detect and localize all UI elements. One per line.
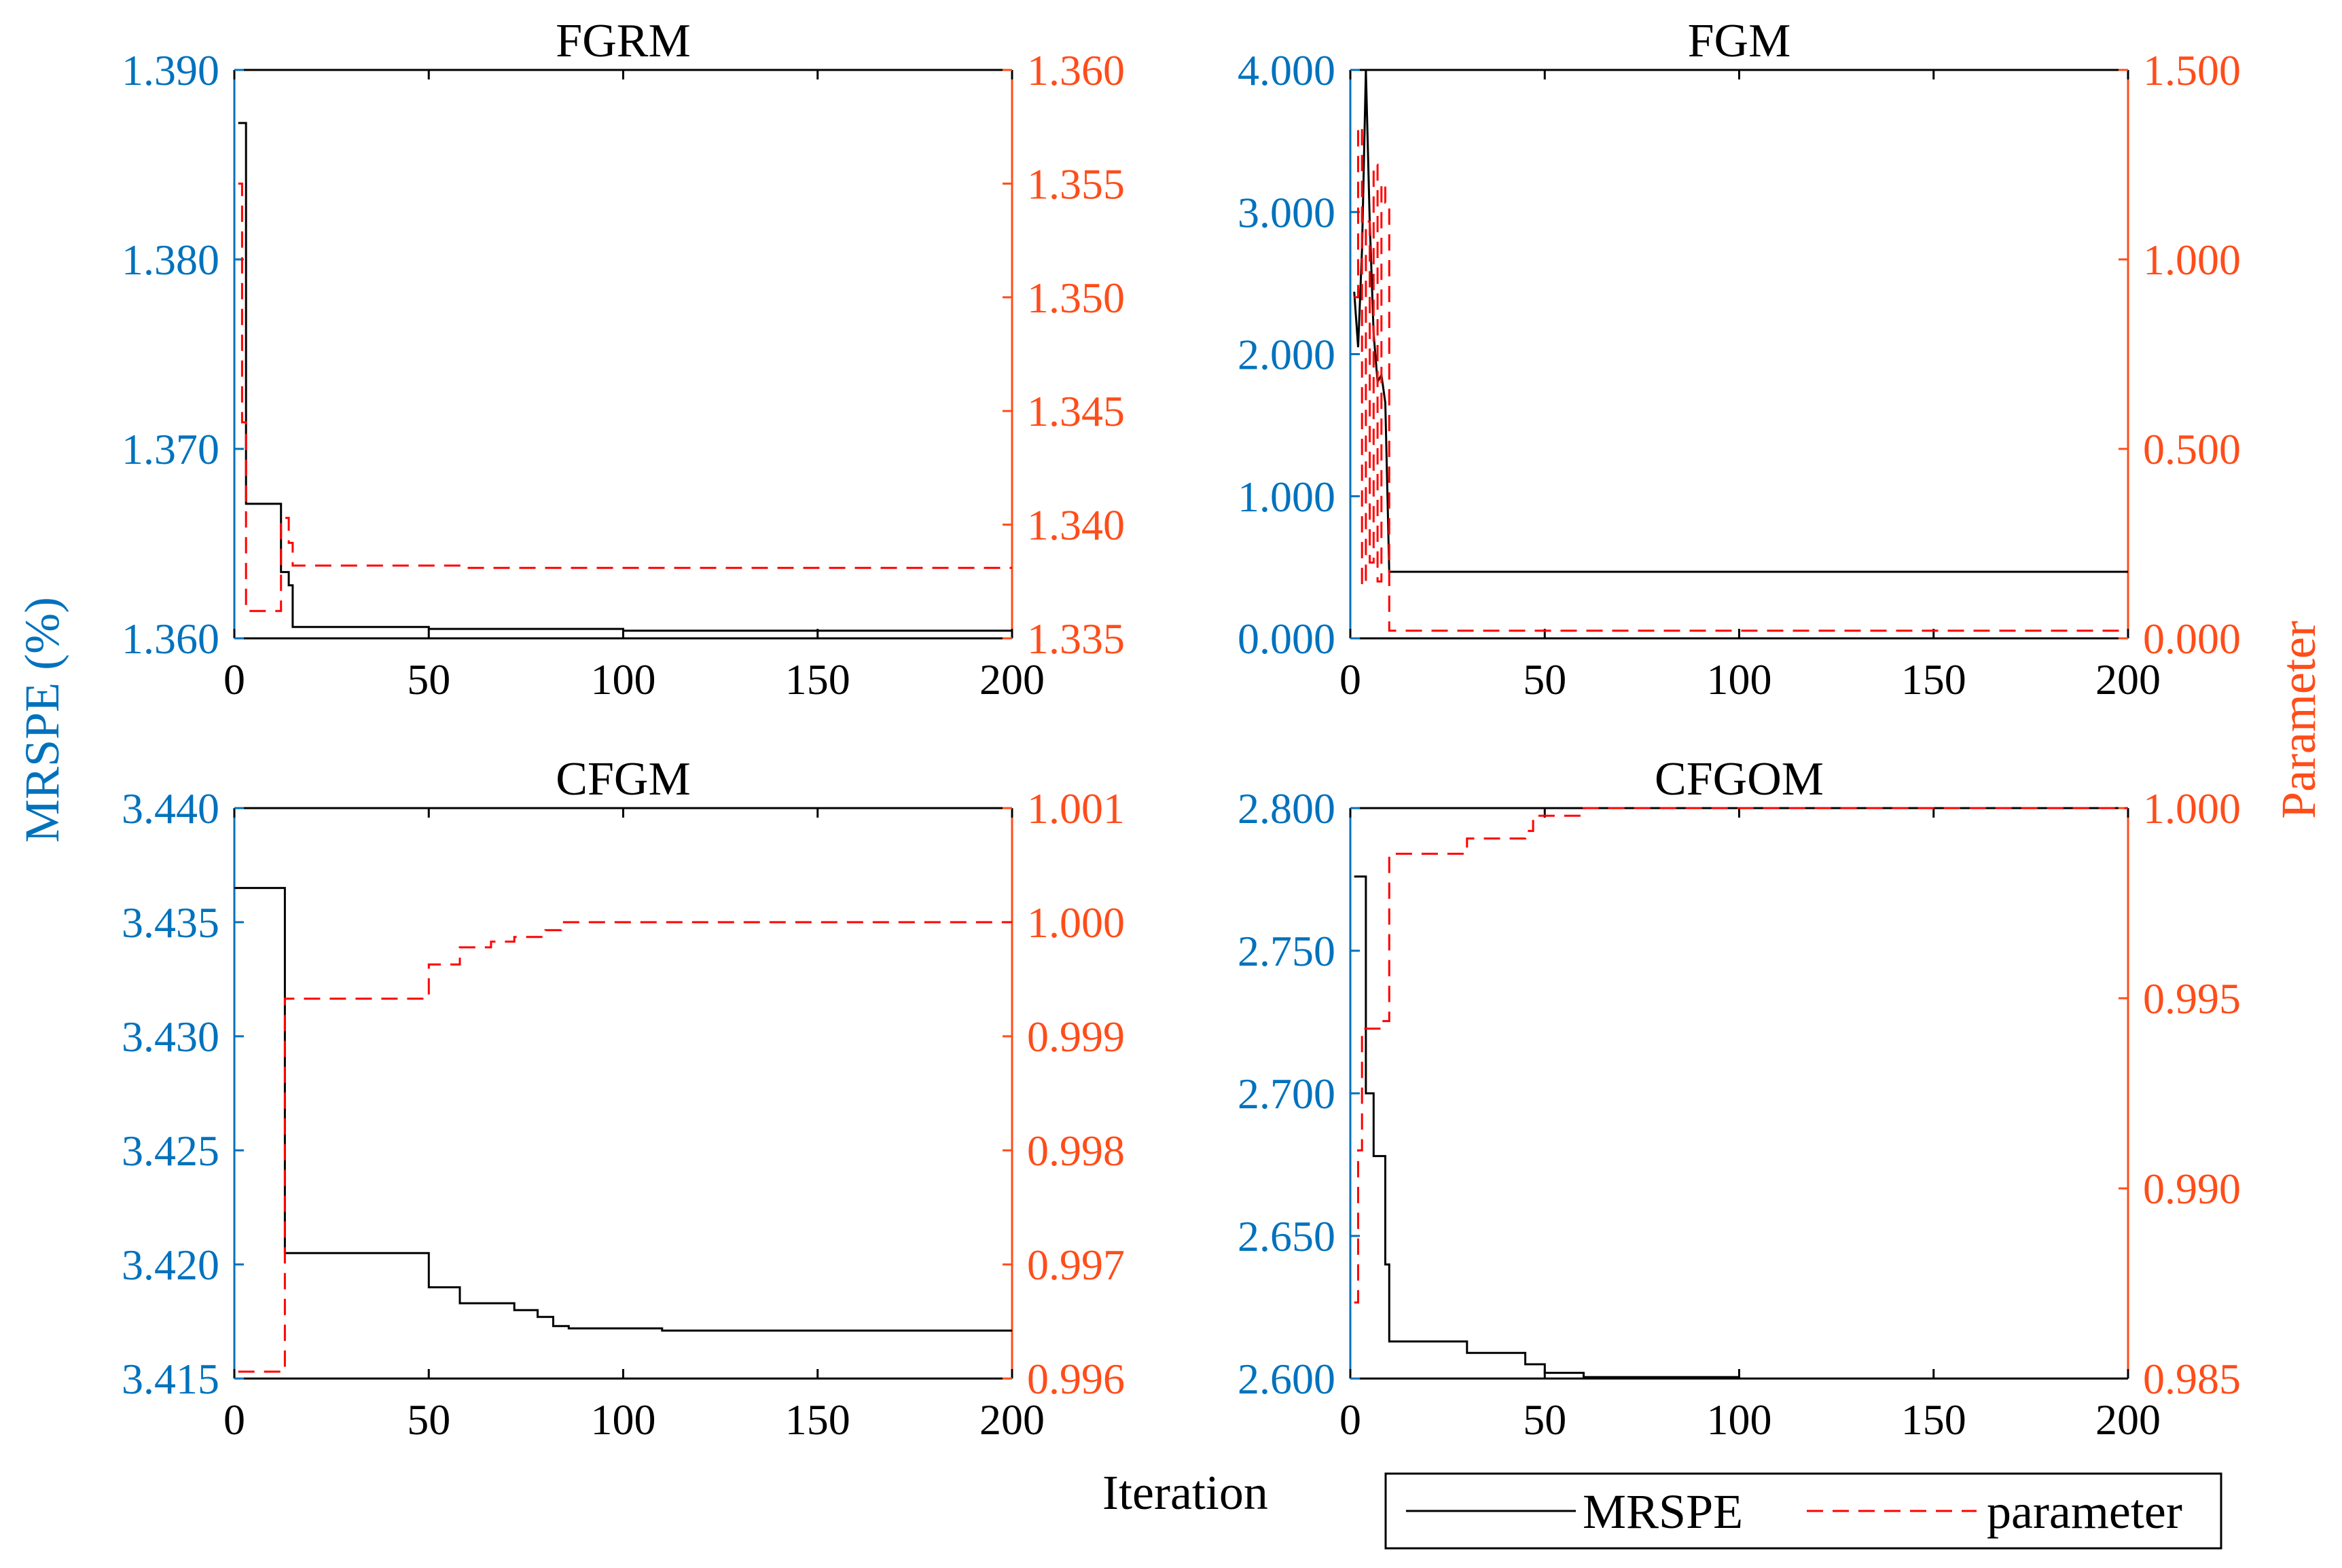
fgm-left-tick-label: 0.000 [1238, 615, 1335, 663]
fgm-title: FGM [1688, 15, 1791, 67]
cfgm-x-tick-label: 100 [591, 1396, 656, 1444]
fgrm-left-tick-label: 1.360 [122, 615, 219, 663]
left-axis-title: MRSPE (%) [15, 597, 69, 843]
fgm-x-tick-label: 0 [1339, 655, 1361, 704]
legend: MRSPE parameter [1384, 1472, 2222, 1550]
fgm-right-tick-label: 1.000 [2143, 236, 2241, 284]
cfgom-right-tick-label: 0.990 [2143, 1165, 2241, 1213]
cfgom-left-tick-label: 2.650 [1238, 1212, 1335, 1260]
cfgm-left-tick-label: 3.420 [122, 1241, 219, 1289]
cfgm-right-tick-label: 0.999 [1027, 1013, 1125, 1061]
cfgm-panel: 0 50 100 150 200 3.415 3.420 3.425 3.430 3.435 3.4… [122, 753, 1125, 1444]
cfgm-right-tick-label: 0.998 [1027, 1127, 1125, 1175]
fgrm-right-tick-label: 1.340 [1027, 501, 1125, 549]
fgrm-left-tick-label: 1.390 [122, 46, 219, 94]
fgrm-right-tick-label: 1.355 [1027, 160, 1125, 208]
cfgm-x-tick-label: 0 [223, 1396, 245, 1444]
cfgom-x-tick-label: 200 [2095, 1396, 2161, 1444]
fgrm-right-tick-label: 1.350 [1027, 274, 1125, 322]
fgrm-right-tick-label: 1.360 [1027, 46, 1125, 94]
fgrm-mrspe-line [238, 122, 1012, 632]
cfgm-left-tick-label: 3.415 [122, 1355, 219, 1403]
fgrm-x-tick-label: 200 [979, 655, 1045, 704]
cfgm-parameter-line [238, 921, 1012, 1373]
fgm-parameter-line [1354, 126, 2128, 632]
fgm-panel: 0 50 100 150 2000.0001.0002.0003.0004.0000.0… [1238, 15, 2241, 704]
x-axis-title: Iteration [1102, 1465, 1268, 1520]
legend-mrspe-label: MRSPE [1583, 1484, 1743, 1539]
cfgm-left-tick-label: 3.440 [122, 784, 219, 833]
fgrm-parameter-line [238, 182, 1012, 613]
fgm-left-tick-label: 2.000 [1238, 331, 1335, 379]
fgrm-panel: 0 50 100 150 200 1.360 1.370 1.380 1.390 1.335 1.3… [122, 15, 1125, 704]
cfgm-x-tick-label: 200 [979, 1396, 1045, 1444]
cfgom-x-tick-label: 150 [1901, 1396, 1966, 1444]
cfgom-x-tick-label: 0 [1339, 1396, 1361, 1444]
cfgom-left-tick-label: 2.700 [1238, 1070, 1335, 1118]
cfgm-right-tick-label: 1.000 [1027, 898, 1125, 947]
cfgm-left-tick-label: 3.430 [122, 1013, 219, 1061]
cfgom-right-tick-label: 1.000 [2143, 784, 2241, 833]
fgm-left-tick-label: 4.000 [1238, 46, 1335, 94]
cfgm-mrspe-line [234, 887, 1012, 1332]
cfgom-x-tick-label: 50 [1523, 1396, 1566, 1444]
fgm-left-tick-label: 1.000 [1238, 473, 1335, 521]
cfgm-right-tick-label: 1.001 [1027, 784, 1125, 833]
cfgom-left-tick-label: 2.750 [1238, 927, 1335, 975]
fgm-x-tick-label: 200 [2095, 655, 2161, 704]
cfgom-x-tick-label: 100 [1707, 1396, 1772, 1444]
cfgom-right-tick-label: 0.995 [2143, 974, 2241, 1023]
fgm-right-tick-label: 1.500 [2143, 46, 2241, 94]
fgrm-x-tick-label: 150 [785, 655, 850, 704]
fgrm-title: FGRM [556, 15, 690, 67]
cfgom-left-tick-label: 2.800 [1238, 784, 1335, 833]
cfgom-mrspe-line [1354, 875, 2128, 1380]
fgm-right-tick-label: 0.500 [2143, 425, 2241, 473]
fgm-x-tick-label: 50 [1523, 655, 1566, 704]
cfgm-right-tick-label: 0.997 [1027, 1241, 1125, 1289]
fgm-x-tick-label: 100 [1707, 655, 1772, 704]
cfgm-right-tick-label: 0.996 [1027, 1355, 1125, 1403]
cfgom-right-tick-label: 0.985 [2143, 1355, 2241, 1403]
fgrm-right-tick-label: 1.335 [1027, 615, 1125, 663]
subplot-grid: 0 50 100 150 200 1.360 1.370 1.380 1.390 1.335 1.3… [122, 15, 2241, 1444]
fgrm-x-tick-label: 0 [223, 655, 245, 704]
legend-parameter-label: parameter [1987, 1484, 2182, 1539]
cfgm-left-tick-label: 3.425 [122, 1127, 219, 1175]
cfgm-x-tick-label: 150 [785, 1396, 850, 1444]
cfgom-left-tick-label: 2.600 [1238, 1355, 1335, 1403]
fgrm-right-tick-label: 1.345 [1027, 387, 1125, 435]
cfgm-left-tick-label: 3.435 [122, 898, 219, 947]
fgrm-x-tick-label: 100 [591, 655, 656, 704]
fgm-right-tick-label: 0.000 [2143, 615, 2241, 663]
right-axis-title: Parameter [2271, 621, 2326, 819]
fgm-left-tick-label: 3.000 [1238, 188, 1335, 236]
cfgm-x-tick-label: 50 [407, 1396, 450, 1444]
fgrm-x-tick-label: 50 [407, 655, 450, 704]
fgm-x-tick-label: 150 [1901, 655, 1966, 704]
cfgom-title: CFGOM [1655, 753, 1824, 805]
cfgom-panel: 0 50 100 150 200 2.600 2.650 2.700 2.750 2.800 0.9… [1238, 753, 2241, 1444]
fgrm-left-tick-label: 1.380 [122, 236, 219, 284]
cfgm-title: CFGM [556, 753, 690, 805]
fgrm-left-tick-label: 1.370 [122, 425, 219, 473]
